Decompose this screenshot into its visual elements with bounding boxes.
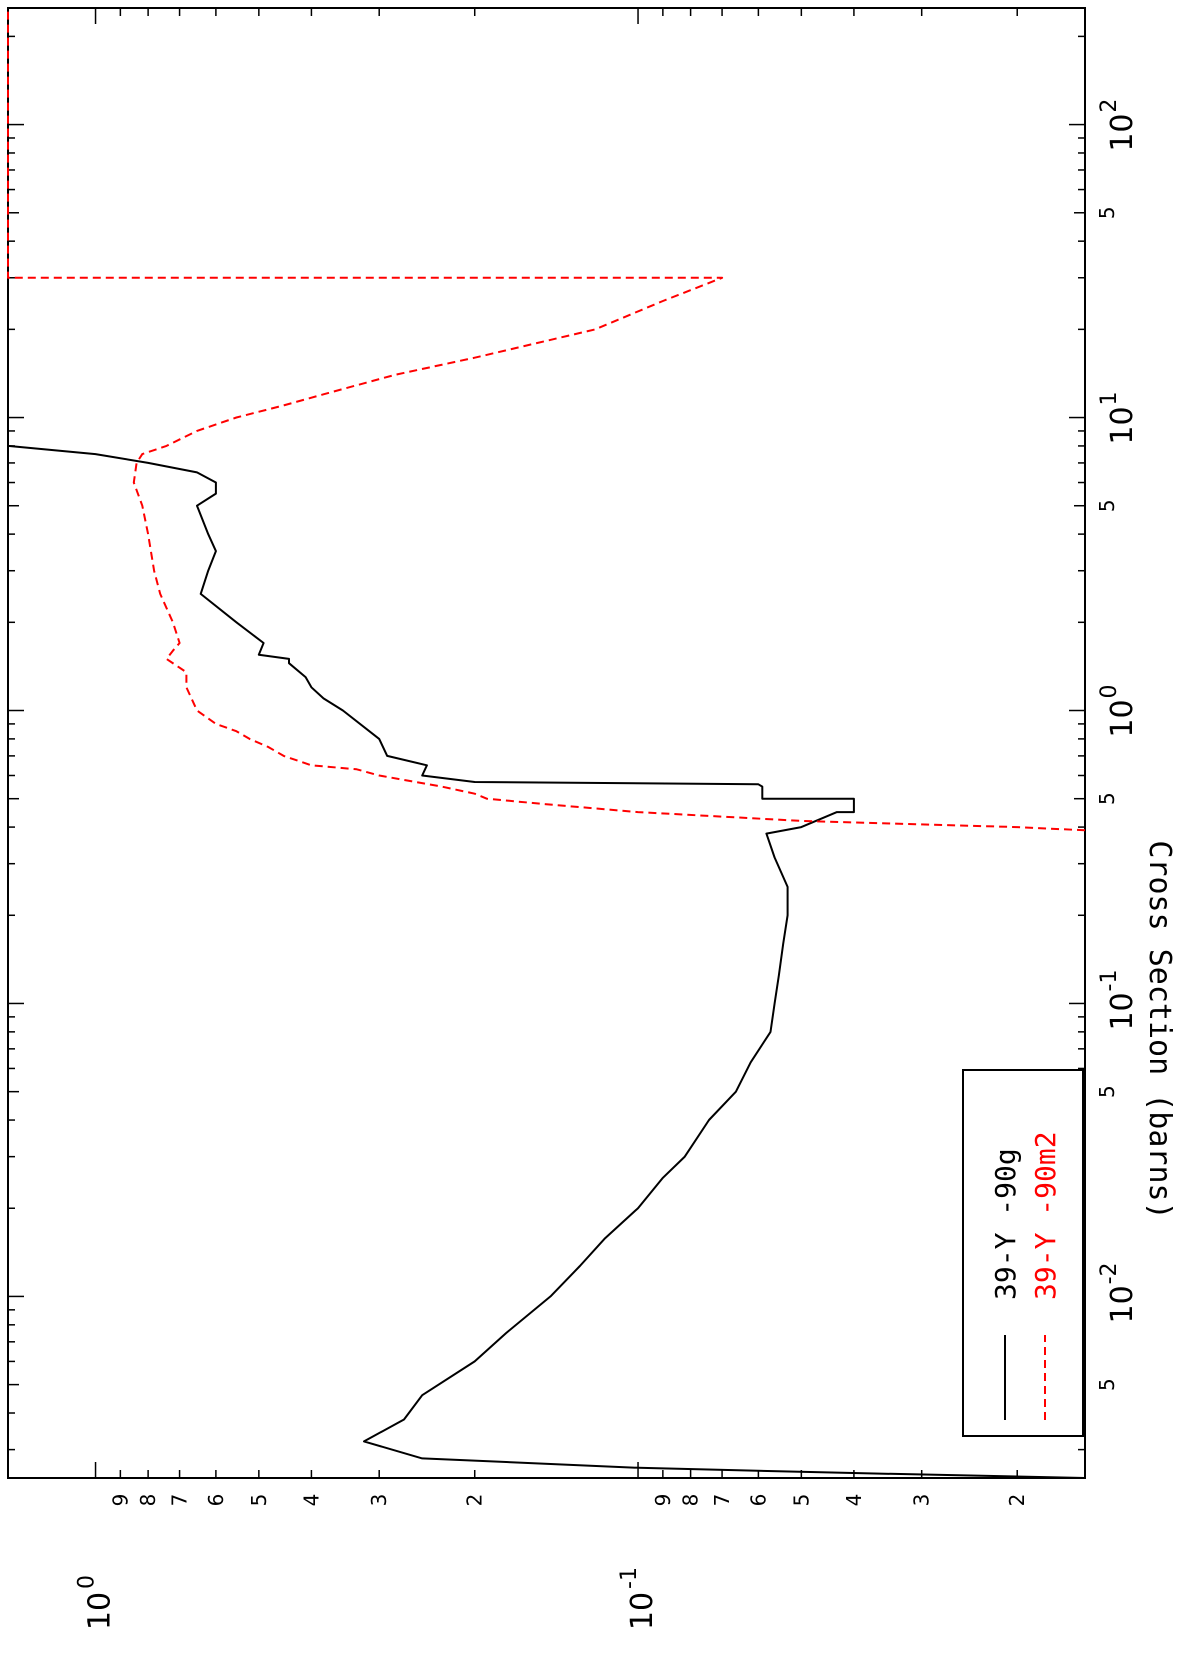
- x-major-tick-label: 101: [1097, 392, 1140, 445]
- y-minor-tick-label: 8: [679, 1494, 703, 1507]
- y-tick-label-exponent: -1: [617, 1567, 642, 1589]
- legend-label-1: 39-Y -90m2: [1029, 1131, 1062, 1300]
- y-minor-tick-label: 8: [136, 1494, 160, 1507]
- y-minor-tick-label: 5: [789, 1494, 813, 1507]
- y-minor-tick-label: 7: [168, 1494, 192, 1507]
- x-minor-tick-label: 5: [1095, 1085, 1119, 1098]
- y-tick-label-exponent: 0: [75, 1575, 100, 1589]
- y-minor-tick-label: 9: [651, 1494, 675, 1507]
- y-minor-tick-label: 3: [367, 1494, 391, 1507]
- y-minor-tick-label: 6: [204, 1494, 228, 1507]
- plot-frame: [7, 7, 1086, 1479]
- y-minor-tick-label: 4: [842, 1494, 866, 1507]
- y-tick-label-base: 10: [83, 1592, 118, 1630]
- x-tick-label-exponent: -1: [1097, 970, 1122, 992]
- legend-box: [962, 1069, 1084, 1437]
- x-major-tick-label: 10-2: [1097, 1262, 1140, 1323]
- y-major-tick-label: 100: [75, 1575, 118, 1630]
- x-tick-label-exponent: 0: [1097, 685, 1122, 699]
- y-minor-tick-label: 6: [746, 1494, 770, 1507]
- x-minor-tick-label: 5: [1095, 206, 1119, 219]
- x-tick-label-base: 10: [1105, 113, 1140, 151]
- y-minor-tick-label: 4: [299, 1494, 323, 1507]
- series-layer: [7, 8, 1086, 1479]
- x-tick-label-base: 10: [1105, 406, 1140, 444]
- x-tick-label-base: 10: [1105, 1285, 1140, 1323]
- x-minor-tick-label: 5: [1095, 792, 1119, 805]
- legend-label-0: 39-Y -90g: [989, 1148, 1022, 1300]
- y-tick-label-base: 10: [625, 1592, 660, 1630]
- legend: 39-Y -90g 39-Y -90m2: [962, 1069, 1084, 1437]
- x-tick-label-base: 10: [1105, 699, 1140, 737]
- x-minor-tick-label: 5: [1095, 1378, 1119, 1391]
- y-axis-label: Cross Section (barns): [1142, 840, 1177, 1219]
- y-minor-tick-label: 5: [247, 1494, 271, 1507]
- y-minor-tick-label: 9: [108, 1494, 132, 1507]
- y-minor-tick-label: 7: [710, 1494, 734, 1507]
- series-line-0: [7, 8, 1086, 1479]
- x-tick-label-base: 10: [1105, 992, 1140, 1030]
- series-line-1: [7, 8, 1086, 832]
- x-major-tick-label: 100: [1097, 685, 1140, 738]
- x-tick-label-exponent: 1: [1097, 392, 1122, 406]
- x-major-tick-label: 10-1: [1097, 970, 1140, 1031]
- y-major-tick-label: 10-1: [617, 1567, 660, 1630]
- y-minor-tick-label: 2: [463, 1494, 487, 1507]
- x-tick-label-exponent: -2: [1097, 1262, 1122, 1284]
- y-minor-tick-label: 3: [910, 1494, 934, 1507]
- axis-ticks: 10-210-11001011025555510-110023456789234…: [8, 8, 1140, 1630]
- y-minor-tick-label: 2: [1005, 1494, 1029, 1507]
- x-major-tick-label: 102: [1097, 99, 1140, 152]
- x-tick-label-exponent: 2: [1097, 99, 1122, 113]
- x-minor-tick-label: 5: [1095, 499, 1119, 512]
